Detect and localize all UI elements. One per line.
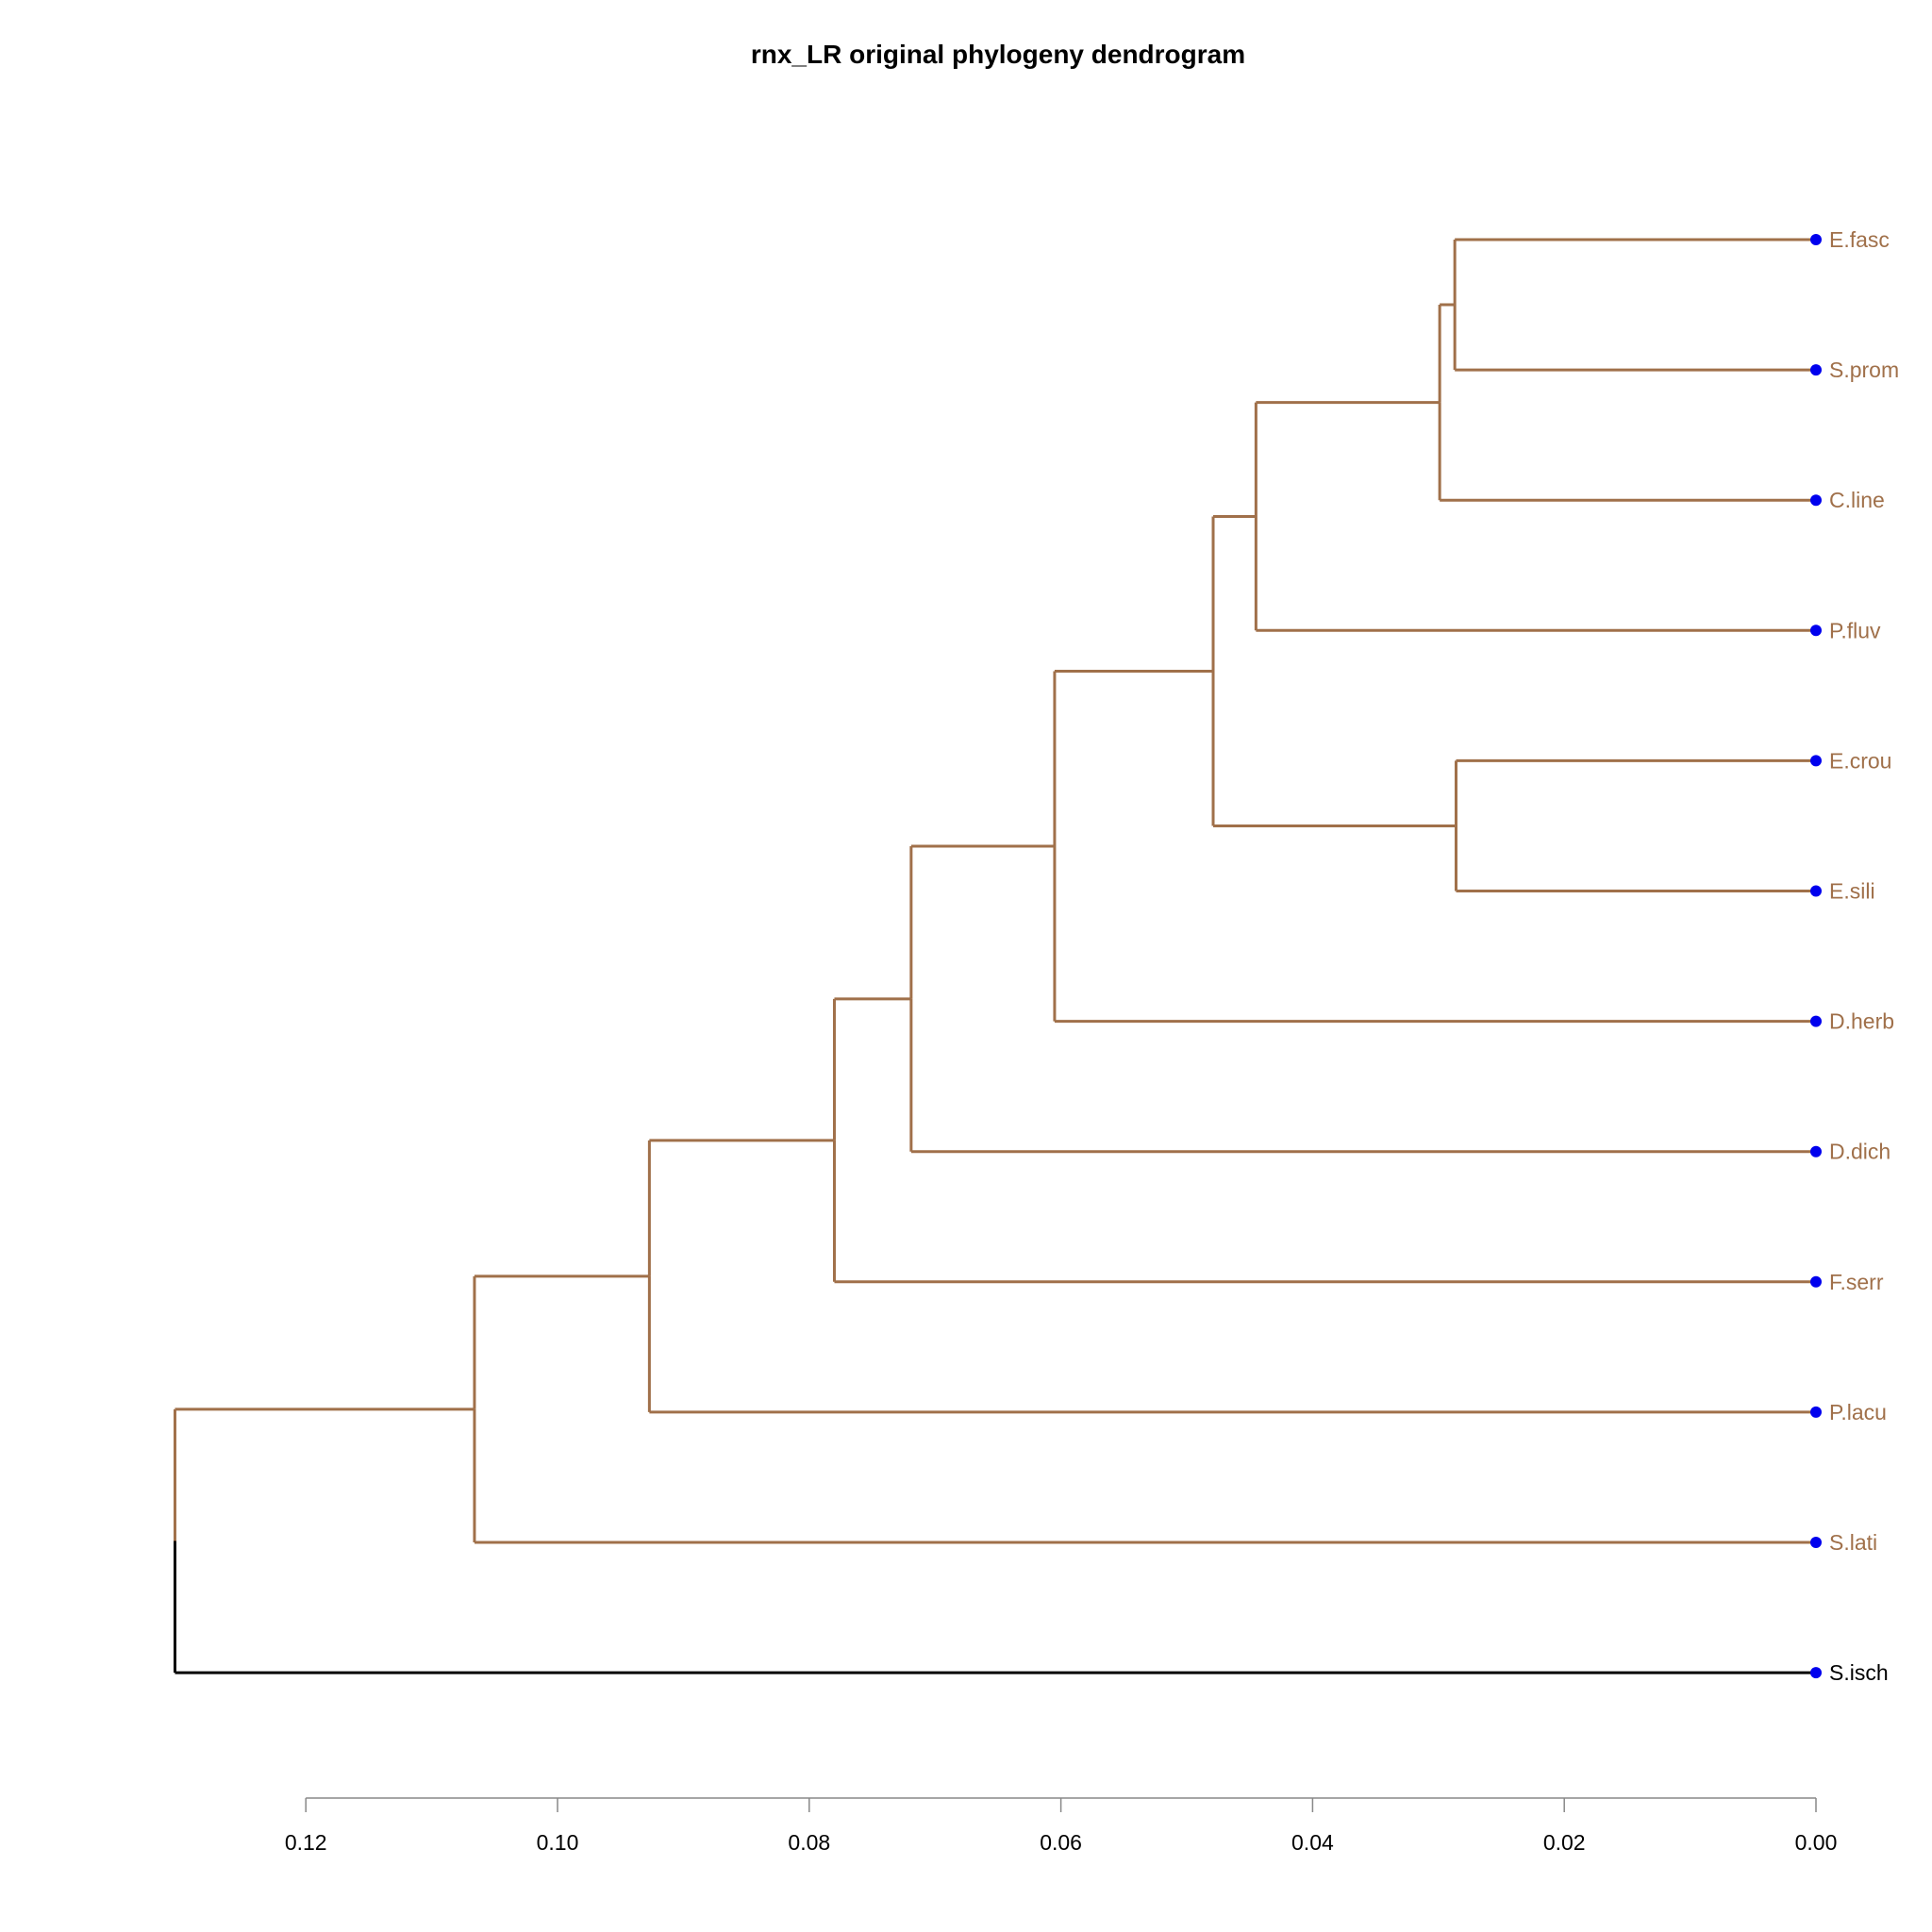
- axis-tick-label: 0.02: [1543, 1830, 1586, 1855]
- chart-title: rnx_LR original phylogeny dendrogram: [750, 40, 1246, 69]
- tip-label: D.dich: [1829, 1140, 1890, 1164]
- tip-label: P.lacu: [1829, 1400, 1887, 1424]
- tip-point: [1810, 755, 1822, 767]
- tip-point: [1810, 885, 1822, 897]
- tip-point: [1810, 1667, 1822, 1679]
- axis-tick-label: 0.04: [1291, 1830, 1334, 1855]
- tip-label: D.herb: [1829, 1009, 1894, 1034]
- tip-label: E.fasc: [1829, 227, 1890, 252]
- tip-point: [1810, 1145, 1822, 1158]
- axis-tick-label: 0.08: [788, 1830, 830, 1855]
- axis-tick-label: 0.12: [285, 1830, 327, 1855]
- tip-point: [1810, 1537, 1822, 1548]
- tip-point: [1810, 494, 1822, 507]
- axis-tick-label: 0.06: [1040, 1830, 1082, 1855]
- tip-point: [1810, 1015, 1822, 1027]
- tip-point: [1810, 1275, 1822, 1288]
- tip-point: [1810, 234, 1822, 245]
- tip-label: S.isch: [1829, 1660, 1889, 1685]
- tip-label: P.fluv: [1829, 618, 1881, 642]
- tip-label: S.prom: [1829, 358, 1899, 382]
- axis-tick-label: 0.00: [1795, 1830, 1838, 1855]
- tip-point: [1810, 625, 1822, 637]
- tip-label: E.crou: [1829, 748, 1891, 773]
- tip-label: E.sili: [1829, 879, 1875, 904]
- tip-label: C.line: [1829, 488, 1885, 512]
- tip-point: [1810, 1406, 1822, 1418]
- tip-label: F.serr: [1829, 1270, 1884, 1294]
- tip-point: [1810, 364, 1822, 376]
- axis-tick-label: 0.10: [537, 1830, 579, 1855]
- tip-label: S.lati: [1829, 1530, 1877, 1555]
